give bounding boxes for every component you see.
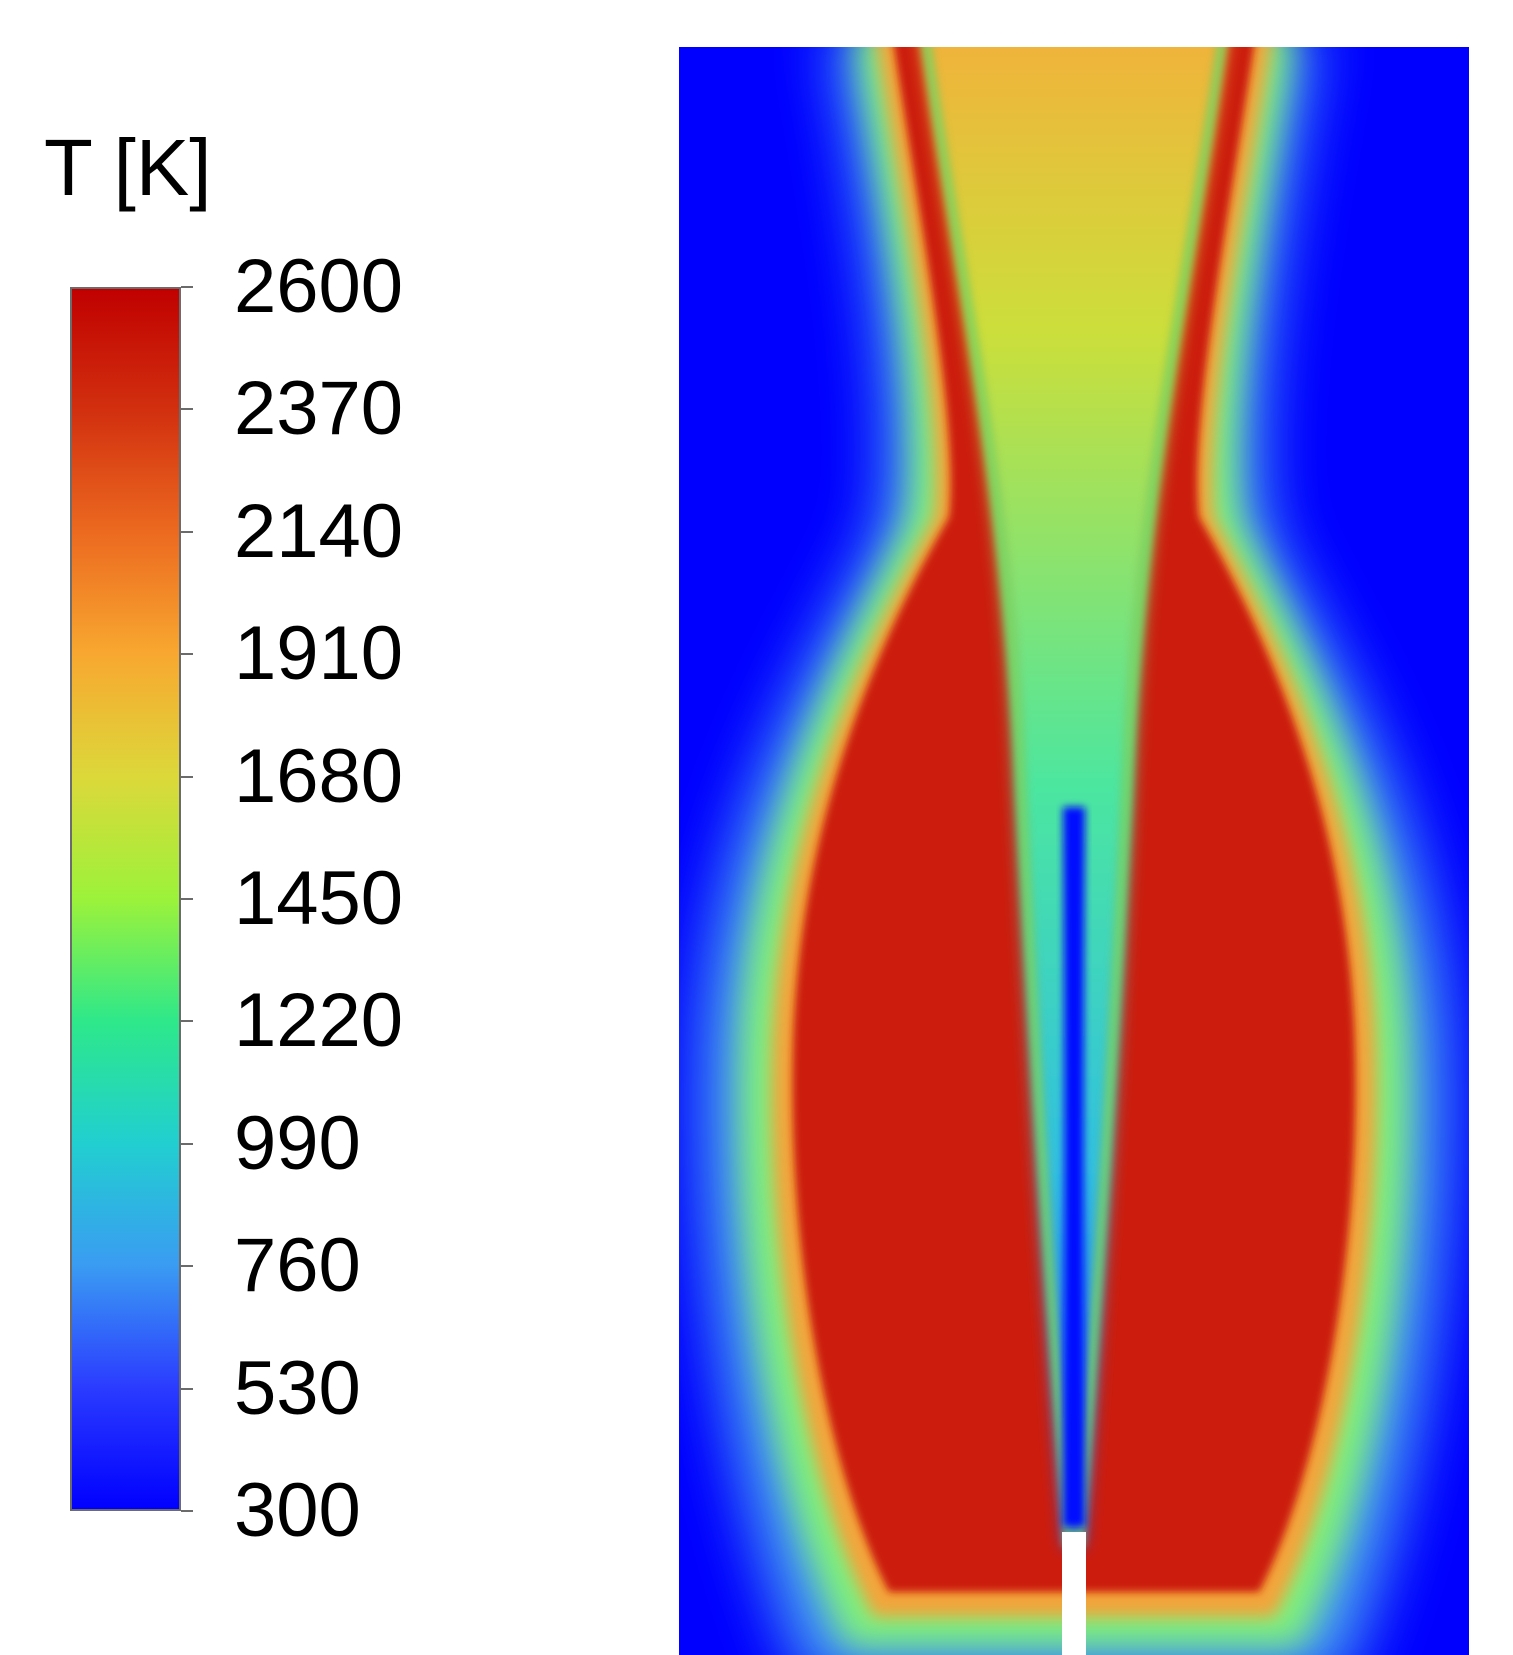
colorbar-tick-mark [181,775,193,778]
colorbar-tick-label: 990 [234,1100,361,1186]
colorbar-tick-label: 300 [234,1468,361,1553]
colorbar-title: T [K] [44,123,212,212]
colorbar-tick-mark [181,898,193,900]
colorbar-tick-label: 2600 [234,244,404,329]
core-edge [921,47,1227,1548]
colorbar-tick-label: 760 [234,1223,361,1309]
nozzle [1062,1532,1086,1655]
colorbar-tick-mark [181,408,193,411]
fuel-jet [1063,807,1085,1527]
colorbar-tick-label: 2370 [234,366,404,452]
central-core [921,47,1227,1547]
colorbar-tick-mark [181,1020,193,1023]
colorbar-tick-mark [181,1387,193,1390]
colorbar-tick-mark [181,653,193,656]
colorbar-tick-mark [181,1142,193,1145]
colorbar-tick-mark [181,286,193,288]
colorbar-tick-label: 530 [234,1345,361,1431]
colorbar-tick-mark [181,1265,193,1268]
colorbar-tick-label: 1680 [234,733,404,819]
colorbar-tick-mark [181,530,193,533]
colorbar-tick-label: 1450 [234,856,404,941]
colorbar-tick-mark [181,1510,193,1512]
temperature-field [679,47,1469,1655]
colorbar-tick-label: 1220 [234,978,404,1064]
colorbar [70,287,181,1511]
colorbar-tick-label: 1910 [234,611,404,697]
colorbar-tick-label: 2140 [234,488,404,574]
